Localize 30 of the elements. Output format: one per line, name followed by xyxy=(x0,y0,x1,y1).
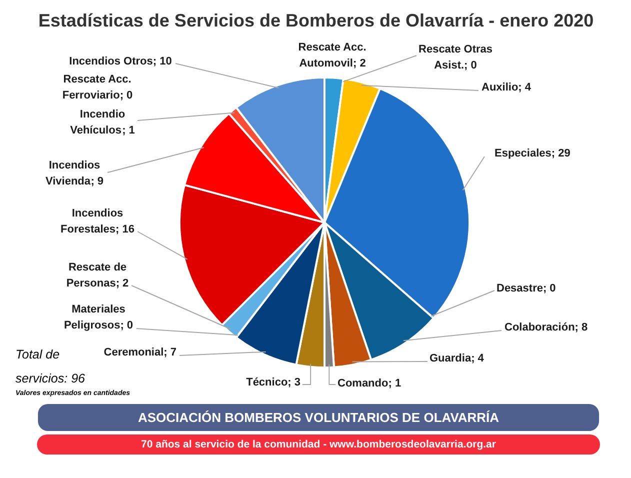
slice-label: Incendios Otros xyxy=(69,56,153,68)
data-label: ; 9 xyxy=(90,176,104,188)
data-label: ; 1 xyxy=(122,124,135,136)
text: ; 0 xyxy=(120,90,133,102)
data-label: ; 7 xyxy=(164,346,177,358)
text: ; 0 xyxy=(464,60,477,72)
text: 70 años al servicio de la comunidad - www.bomberosdeolavarria.org.ar xyxy=(141,438,496,450)
data-label: ; 10 xyxy=(152,56,172,68)
text: ; 0 xyxy=(120,320,134,332)
data-label: ; 16 xyxy=(116,224,135,236)
slice-label: Ceremonial xyxy=(104,346,164,358)
data-label: ; 1 xyxy=(388,378,402,390)
data-label: ; 8 xyxy=(574,322,588,334)
data-label: ; 2 xyxy=(116,278,129,290)
data-label: ; 2 xyxy=(352,58,366,70)
data-label: ; 3 xyxy=(288,376,301,388)
slice-label: Especiales xyxy=(494,148,552,160)
chart-title: Estadísticas de Servicios de Bomberos de Olavarría - enero 2020 xyxy=(38,10,594,30)
slice-label: Técnico xyxy=(246,376,288,388)
text: ASOCIACIÓN BOMBEROS VOLUNTARIOS DE OLAVARRÍA xyxy=(138,410,500,425)
slice-label: Auxilio xyxy=(482,82,518,94)
data-label: ; 4 xyxy=(518,82,532,94)
slice-label: Comando xyxy=(338,378,388,390)
text: ; 0 xyxy=(542,282,556,294)
category-label: Desastre xyxy=(496,282,543,294)
slice-label: Colaboración xyxy=(504,322,576,334)
data-label: ; 4 xyxy=(471,352,485,364)
data-label: ; 29 xyxy=(551,148,570,160)
slice-label: Guardia xyxy=(430,352,472,364)
text: Total de servicios: 96 xyxy=(16,348,86,386)
